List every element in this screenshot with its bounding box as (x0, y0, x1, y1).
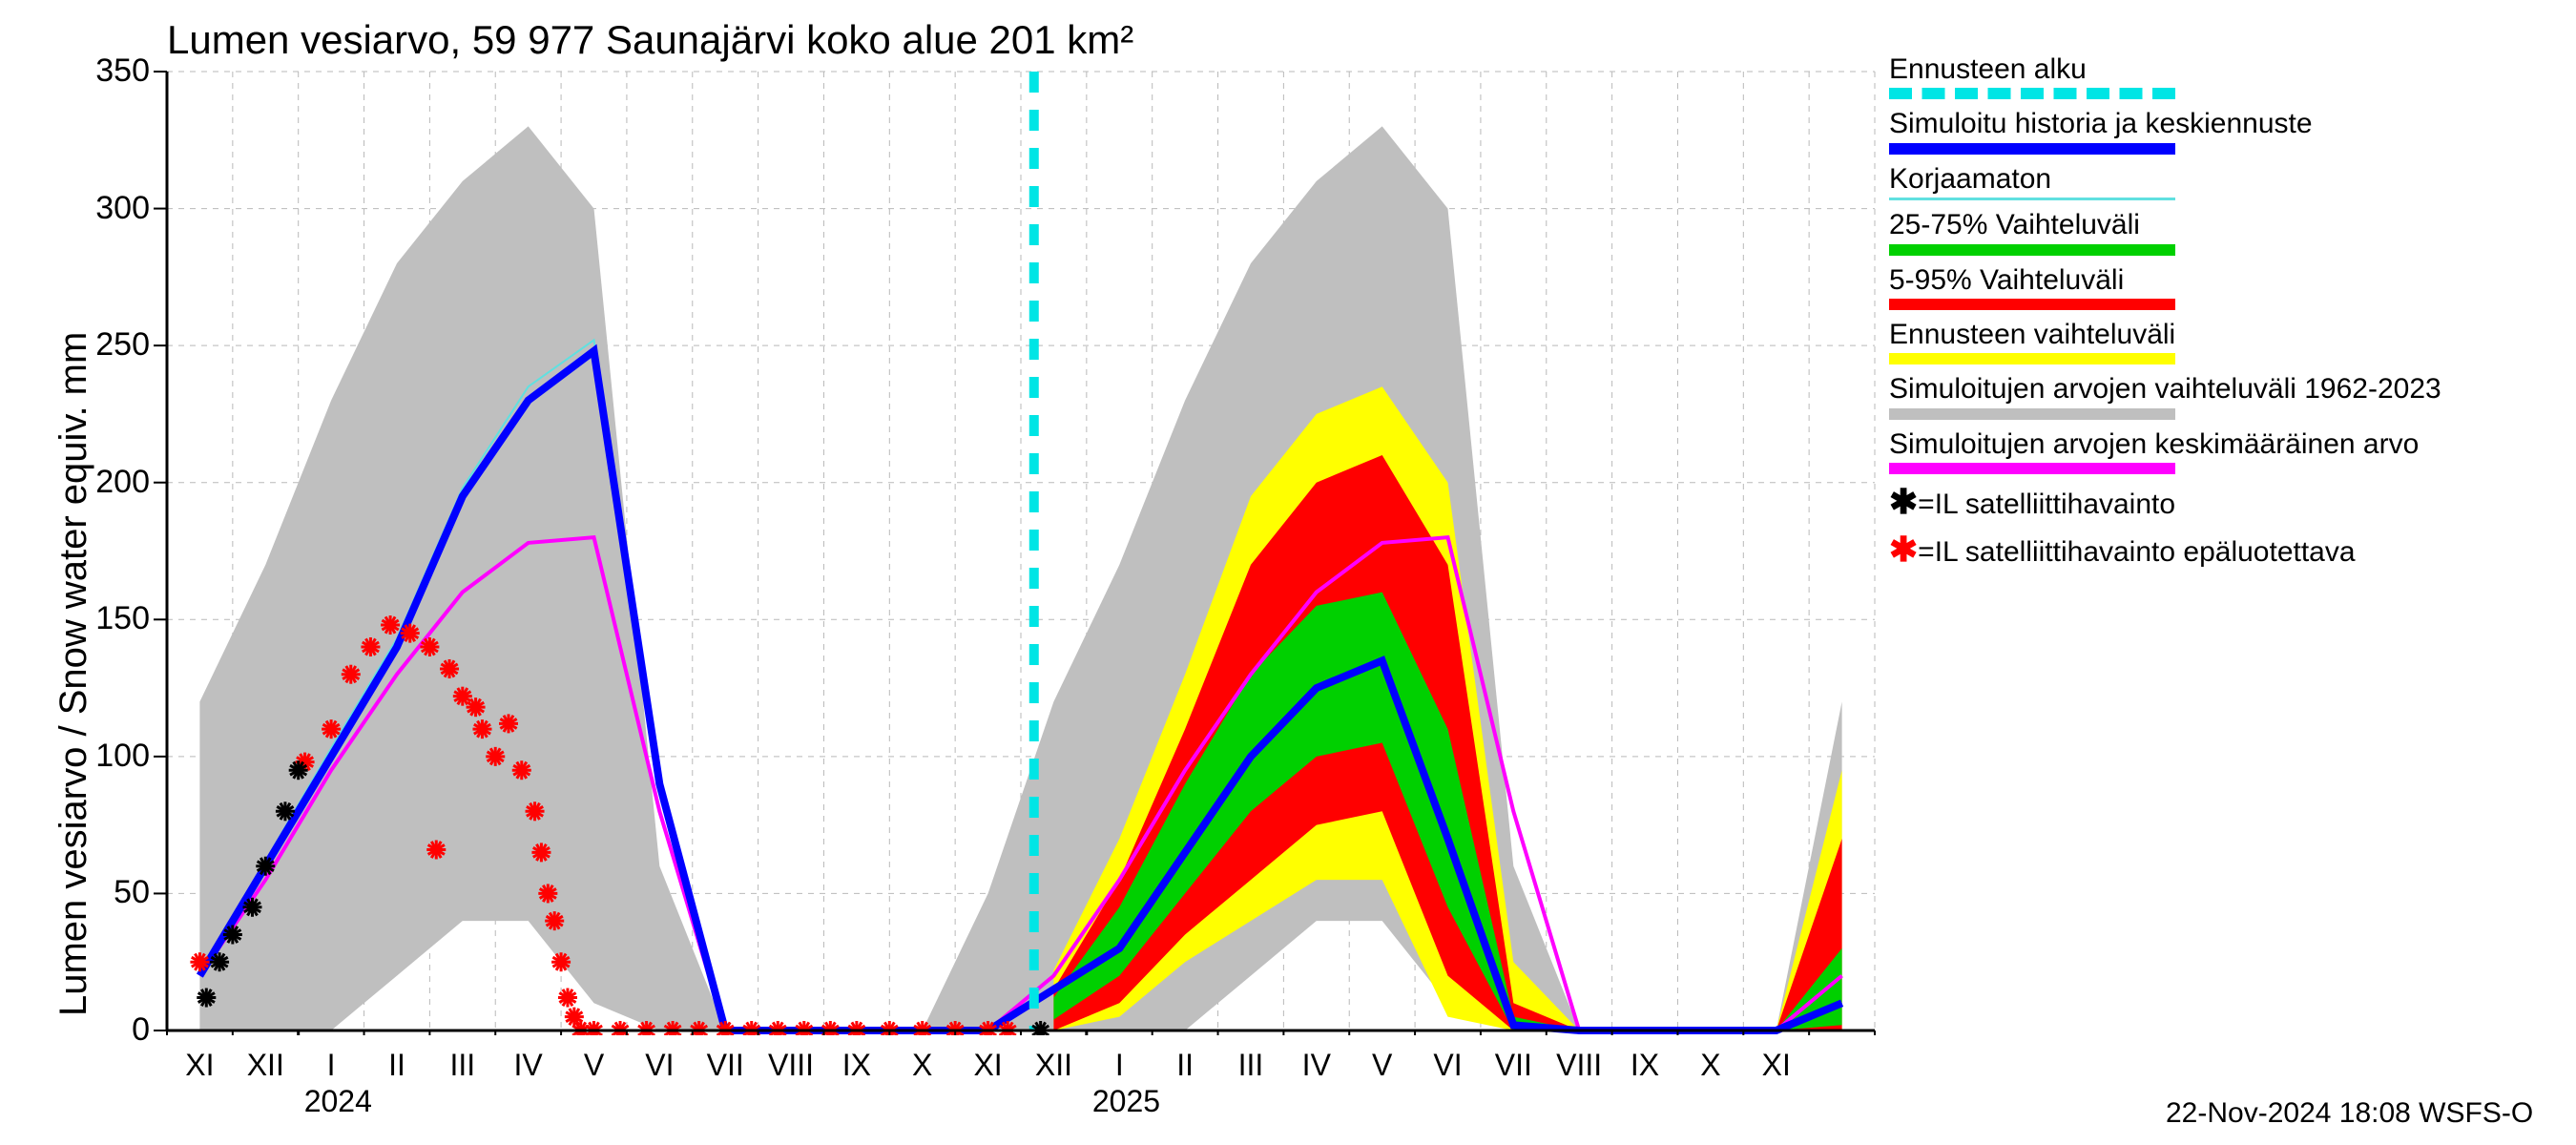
x-tick-label: V (1354, 1048, 1411, 1083)
x-tick-label: X (1682, 1048, 1739, 1083)
legend-entry-forecast_start: Ennusteen alku (1889, 52, 2441, 99)
legend-entry-uncorrected: Korjaamaton (1889, 162, 2441, 200)
x-tick-label: VI (631, 1048, 688, 1083)
legend-label: Ennusteen alku (1889, 52, 2441, 86)
x-tick-label: VI (1420, 1048, 1477, 1083)
legend-label: =IL satelliittihavainto epäluotettava (1918, 536, 2355, 568)
x-tick-label: I (1091, 1048, 1148, 1083)
legend-label: 25-75% Vaihteluväli (1889, 208, 2441, 241)
legend-entry-hist_mean: Simuloitujen arvojen keskimääräinen arvo (1889, 427, 2441, 474)
x-tick-label: III (434, 1048, 491, 1083)
legend-entry-sat_bad: ✱=IL satelliittihavainto epäluotettava (1889, 530, 2441, 570)
x-tick-label: I (302, 1048, 360, 1083)
x-tick-label: VII (696, 1048, 754, 1083)
x-tick-label: II (1156, 1048, 1214, 1083)
x-tick-label: XII (1025, 1048, 1082, 1083)
legend-label: 5-95% Vaihteluväli (1889, 263, 2441, 297)
x-tick-label: X (894, 1048, 951, 1083)
x-tick-label: VIII (762, 1048, 820, 1083)
x-tick-label: IV (1288, 1048, 1345, 1083)
x-year-label: 2024 (304, 1084, 372, 1119)
legend-entry-iqr: 25-75% Vaihteluväli (1889, 208, 2441, 255)
legend-label: Simuloitujen arvojen vaihteluväli 1962-2… (1889, 372, 2441, 406)
legend-label: Ennusteen vaihteluväli (1889, 318, 2441, 351)
x-tick-label: XI (171, 1048, 228, 1083)
legend-swatch (1889, 244, 2175, 256)
legend-swatch (1889, 143, 2175, 155)
legend-label: Korjaamaton (1889, 162, 2441, 196)
legend-marker-icon: ✱ (1889, 530, 1918, 569)
footer-timestamp: 22-Nov-2024 18:08 WSFS-O (2166, 1097, 2533, 1130)
legend-entry-p90: 5-95% Vaihteluväli (1889, 263, 2441, 310)
x-tick-label: VIII (1550, 1048, 1608, 1083)
x-tick-label: VII (1485, 1048, 1542, 1083)
legend-entry-sim_history: Simuloitu historia ja keskiennuste (1889, 107, 2441, 154)
legend-entry-hist_range: Simuloitujen arvojen vaihteluväli 1962-2… (1889, 372, 2441, 419)
legend-swatch (1889, 408, 2175, 420)
plot-area (0, 0, 1880, 1035)
legend-marker-icon: ✱ (1889, 482, 1918, 521)
legend-swatch (1889, 198, 2175, 200)
x-tick-label: II (368, 1048, 426, 1083)
x-tick-label: V (566, 1048, 623, 1083)
x-tick-label: III (1222, 1048, 1279, 1083)
legend: Ennusteen alku Simuloitu historia ja kesk… (1889, 52, 2441, 577)
x-tick-label: IV (500, 1048, 557, 1083)
x-tick-label: IX (828, 1048, 885, 1083)
legend-swatch (1889, 353, 2175, 364)
legend-swatch (1889, 463, 2175, 474)
chart-page: Lumen vesiarvo, 59 977 Saunajärvi koko a… (0, 0, 2576, 1145)
legend-label: =IL satelliittihavainto (1918, 489, 2175, 520)
legend-label: Simuloitu historia ja keskiennuste (1889, 107, 2441, 140)
legend-entry-full: Ennusteen vaihteluväli (1889, 318, 2441, 364)
x-tick-label: XI (960, 1048, 1017, 1083)
x-tick-label: IX (1616, 1048, 1673, 1083)
x-year-label: 2025 (1092, 1084, 1160, 1119)
legend-swatch (1889, 299, 2175, 310)
legend-entry-sat_ok: ✱=IL satelliittihavainto (1889, 482, 2441, 522)
legend-label: Simuloitujen arvojen keskimääräinen arvo (1889, 427, 2441, 461)
x-tick-label: XI (1748, 1048, 1805, 1083)
legend-swatch (1889, 88, 2175, 99)
x-tick-label: XII (237, 1048, 294, 1083)
